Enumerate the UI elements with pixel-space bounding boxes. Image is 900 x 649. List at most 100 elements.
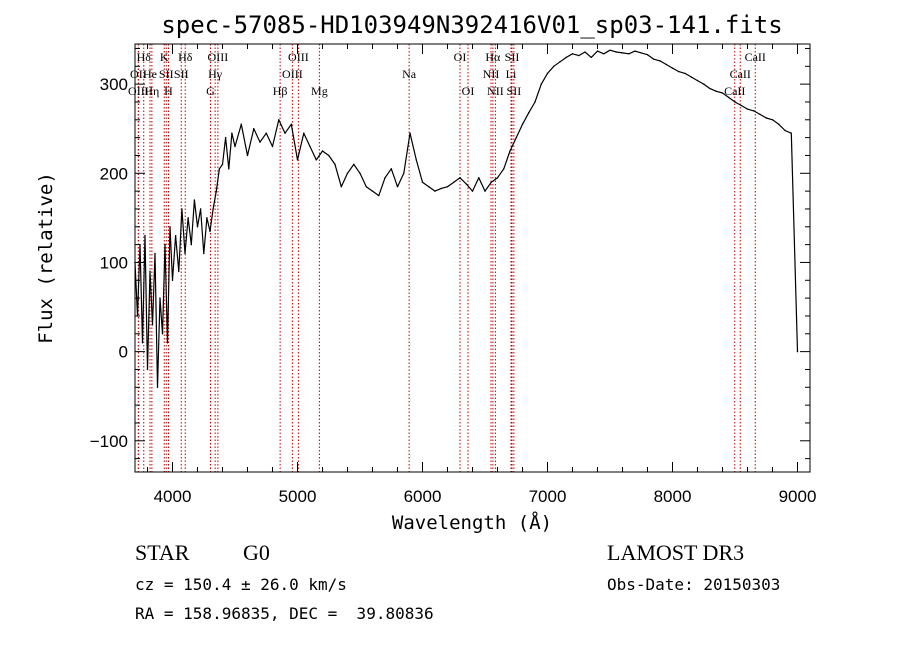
data-point — [640, 52, 642, 54]
data-point — [715, 90, 717, 92]
spectral-line-label: OI — [462, 84, 475, 98]
data-point — [559, 61, 561, 63]
data-point — [534, 101, 536, 103]
data-point — [321, 150, 324, 152]
data-point — [784, 129, 786, 132]
spectral-line-label: OIII — [282, 67, 303, 81]
data-point — [296, 159, 299, 161]
data-point — [169, 226, 171, 228]
data-point — [415, 159, 417, 161]
data-point — [246, 154, 249, 157]
data-point — [178, 270, 180, 273]
x-axis: 4000 5000 6000 7000 8000 9000 — [147, 44, 817, 506]
data-point — [696, 79, 699, 82]
data-point — [471, 190, 474, 192]
data-point — [156, 386, 159, 388]
spectral-line-label: OI — [454, 50, 467, 64]
data-point — [171, 279, 174, 281]
y-tick-label: 200 — [100, 164, 128, 183]
data-point — [181, 208, 183, 210]
object-subclass: G0 — [243, 540, 270, 565]
data-point — [253, 128, 255, 130]
x-tick-label: 7000 — [529, 487, 567, 506]
x-axis-label: Wavelength (Å) — [392, 511, 552, 534]
data-point — [209, 230, 211, 232]
data-point — [409, 132, 411, 134]
data-point — [346, 172, 349, 174]
spectral-line-label: NII — [483, 67, 500, 81]
data-point — [671, 67, 674, 69]
data-point — [265, 132, 267, 134]
data-point — [678, 70, 680, 73]
data-point — [224, 136, 227, 139]
data-point — [231, 132, 233, 134]
spectral-line-label: SII — [159, 67, 174, 81]
data-point — [144, 235, 146, 237]
data-point — [278, 119, 280, 121]
y-tick-label: 300 — [100, 75, 128, 94]
data-point — [728, 96, 730, 99]
data-point — [149, 270, 151, 273]
data-point — [206, 217, 208, 219]
data-point — [440, 187, 442, 190]
x-tick-label: 4000 — [154, 487, 192, 506]
spectral-line-label: G — [206, 84, 215, 98]
data-point — [187, 217, 189, 219]
data-point — [571, 53, 574, 55]
data-point — [453, 181, 455, 183]
data-point — [496, 177, 499, 179]
y-tick-label: 0 — [119, 343, 128, 362]
data-point — [603, 53, 605, 55]
data-point — [166, 342, 169, 344]
data-point — [553, 65, 555, 67]
data-point — [646, 54, 649, 56]
data-point — [628, 53, 630, 55]
spectral-line-markers — [137, 44, 756, 472]
data-point — [746, 108, 749, 110]
data-point — [390, 168, 392, 170]
data-point — [503, 168, 505, 170]
data-point — [359, 172, 361, 174]
data-point — [596, 50, 599, 52]
spectral-line-label: Hγ — [208, 67, 223, 81]
data-point — [234, 145, 236, 148]
data-point — [446, 185, 449, 188]
x-tick-label: 8000 — [654, 487, 692, 506]
data-point — [609, 49, 611, 51]
data-point — [203, 252, 205, 255]
spectral-line-label: Li — [506, 67, 517, 81]
data-point — [146, 368, 149, 371]
y-tick-label: 100 — [100, 253, 128, 272]
survey-name: LAMOST DR3 — [607, 540, 744, 565]
data-point — [228, 168, 230, 170]
data-point — [403, 172, 405, 174]
spectral-line-label: NII — [487, 84, 504, 98]
coordinates: RA = 158.96835, DEC = 39.80836 — [135, 604, 434, 623]
data-point — [734, 101, 736, 103]
x-tick-label: 9000 — [779, 487, 817, 506]
spectral-line-label: Hη — [144, 84, 159, 98]
y-tick-label: −100 — [90, 432, 128, 451]
data-point — [151, 324, 154, 326]
spectral-line-label: He — [143, 67, 157, 81]
data-point — [240, 123, 242, 125]
data-point — [309, 145, 311, 148]
spectral-line-label: H — [164, 84, 173, 98]
data-point — [141, 342, 144, 344]
spectral-line-label: OIII — [128, 84, 149, 98]
data-point — [528, 111, 530, 114]
series-layer — [134, 49, 799, 388]
data-point — [371, 190, 374, 192]
redshift-cz: cz = 150.4 ± 26.0 km/s — [135, 575, 347, 594]
data-point — [184, 252, 186, 255]
spectral-line-label: CaII — [730, 67, 751, 81]
data-point — [340, 185, 342, 188]
y-axis-label: Flux (relative) — [35, 172, 57, 344]
spectral-line-label: OII — [130, 67, 147, 81]
data-point — [490, 181, 492, 183]
data-point — [615, 51, 617, 53]
data-point — [621, 52, 624, 54]
data-point — [759, 113, 761, 116]
data-point — [709, 87, 711, 90]
